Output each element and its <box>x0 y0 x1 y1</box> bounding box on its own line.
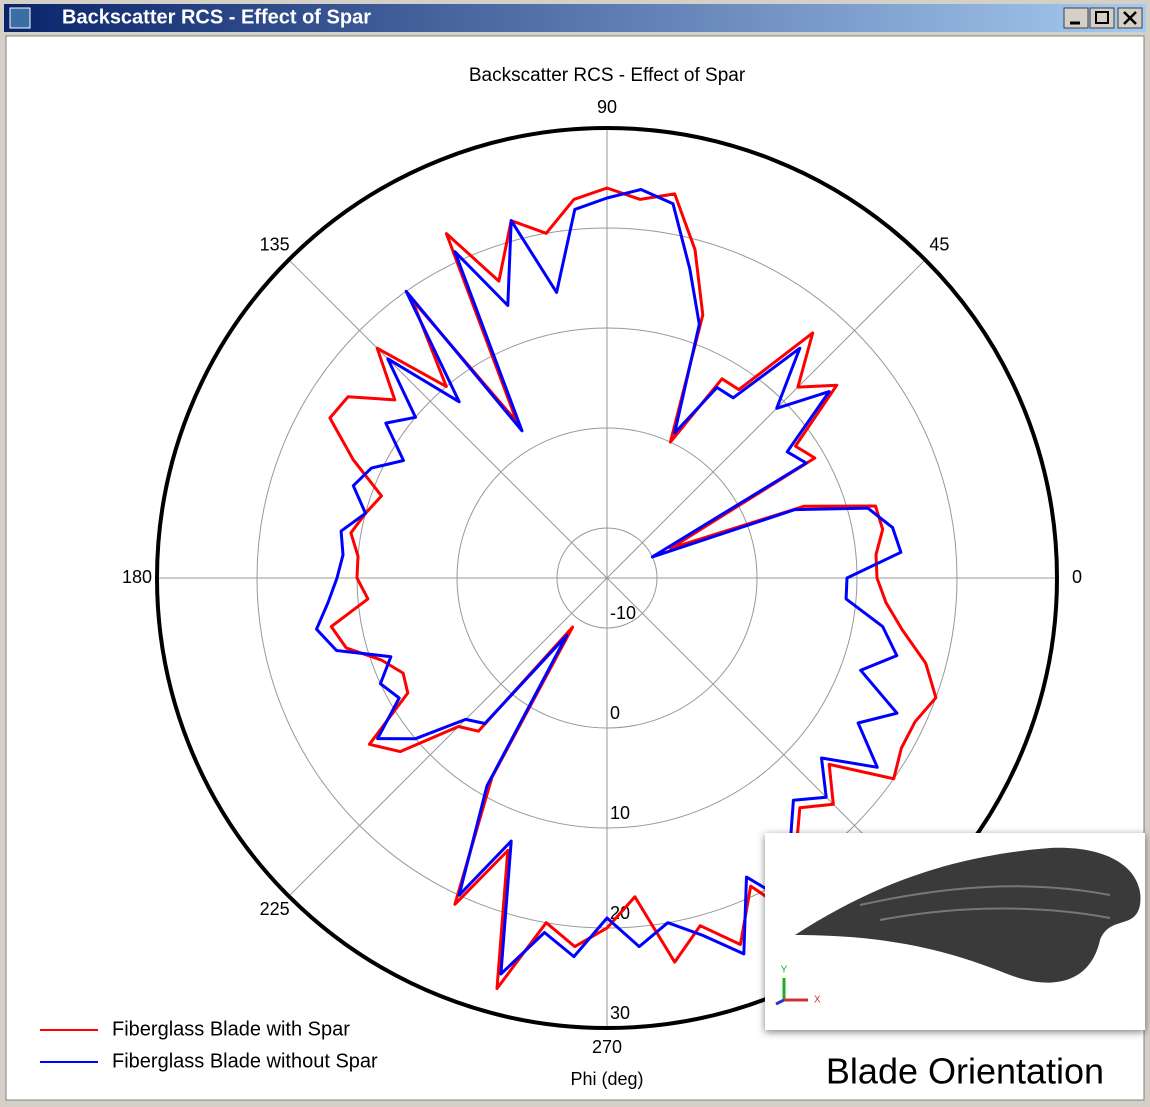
axis-letter: Y <box>781 965 788 976</box>
theta-tick-label: 180 <box>122 567 152 587</box>
r-tick-label: -10 <box>610 603 636 623</box>
r-tick-label: 30 <box>610 1003 630 1023</box>
minimize-button[interactable] <box>1064 8 1088 28</box>
legend-label: Fiberglass Blade with Spar <box>112 1018 350 1040</box>
axis-label: Phi (deg) <box>570 1069 643 1089</box>
theta-tick-label: 45 <box>929 234 949 254</box>
page: {"window_title":"Backscatter RCS - Effec… <box>0 0 1150 1107</box>
inset: Y X <box>765 833 1145 1030</box>
r-tick-label: 0 <box>610 703 620 723</box>
inset-caption: Blade Orientation <box>826 1051 1104 1092</box>
theta-tick-label: 135 <box>260 234 290 254</box>
theta-tick-label: 225 <box>260 899 290 919</box>
app-icon <box>10 8 30 28</box>
r-tick-label: 10 <box>610 803 630 823</box>
theta-tick-label: 270 <box>592 1037 622 1057</box>
legend-label: Fiberglass Blade without Spar <box>112 1050 378 1072</box>
theta-tick-label: 0 <box>1072 567 1082 587</box>
window-buttons[interactable] <box>1064 8 1142 28</box>
chart-title: Backscatter RCS - Effect of Spar <box>469 65 746 86</box>
axis-letter: X <box>814 995 821 1006</box>
theta-tick-label: 90 <box>597 97 617 117</box>
window-title: Backscatter RCS - Effect of Spar <box>62 6 371 28</box>
window: Backscatter RCS - Effect of Spar Backsca… <box>0 0 1150 1107</box>
